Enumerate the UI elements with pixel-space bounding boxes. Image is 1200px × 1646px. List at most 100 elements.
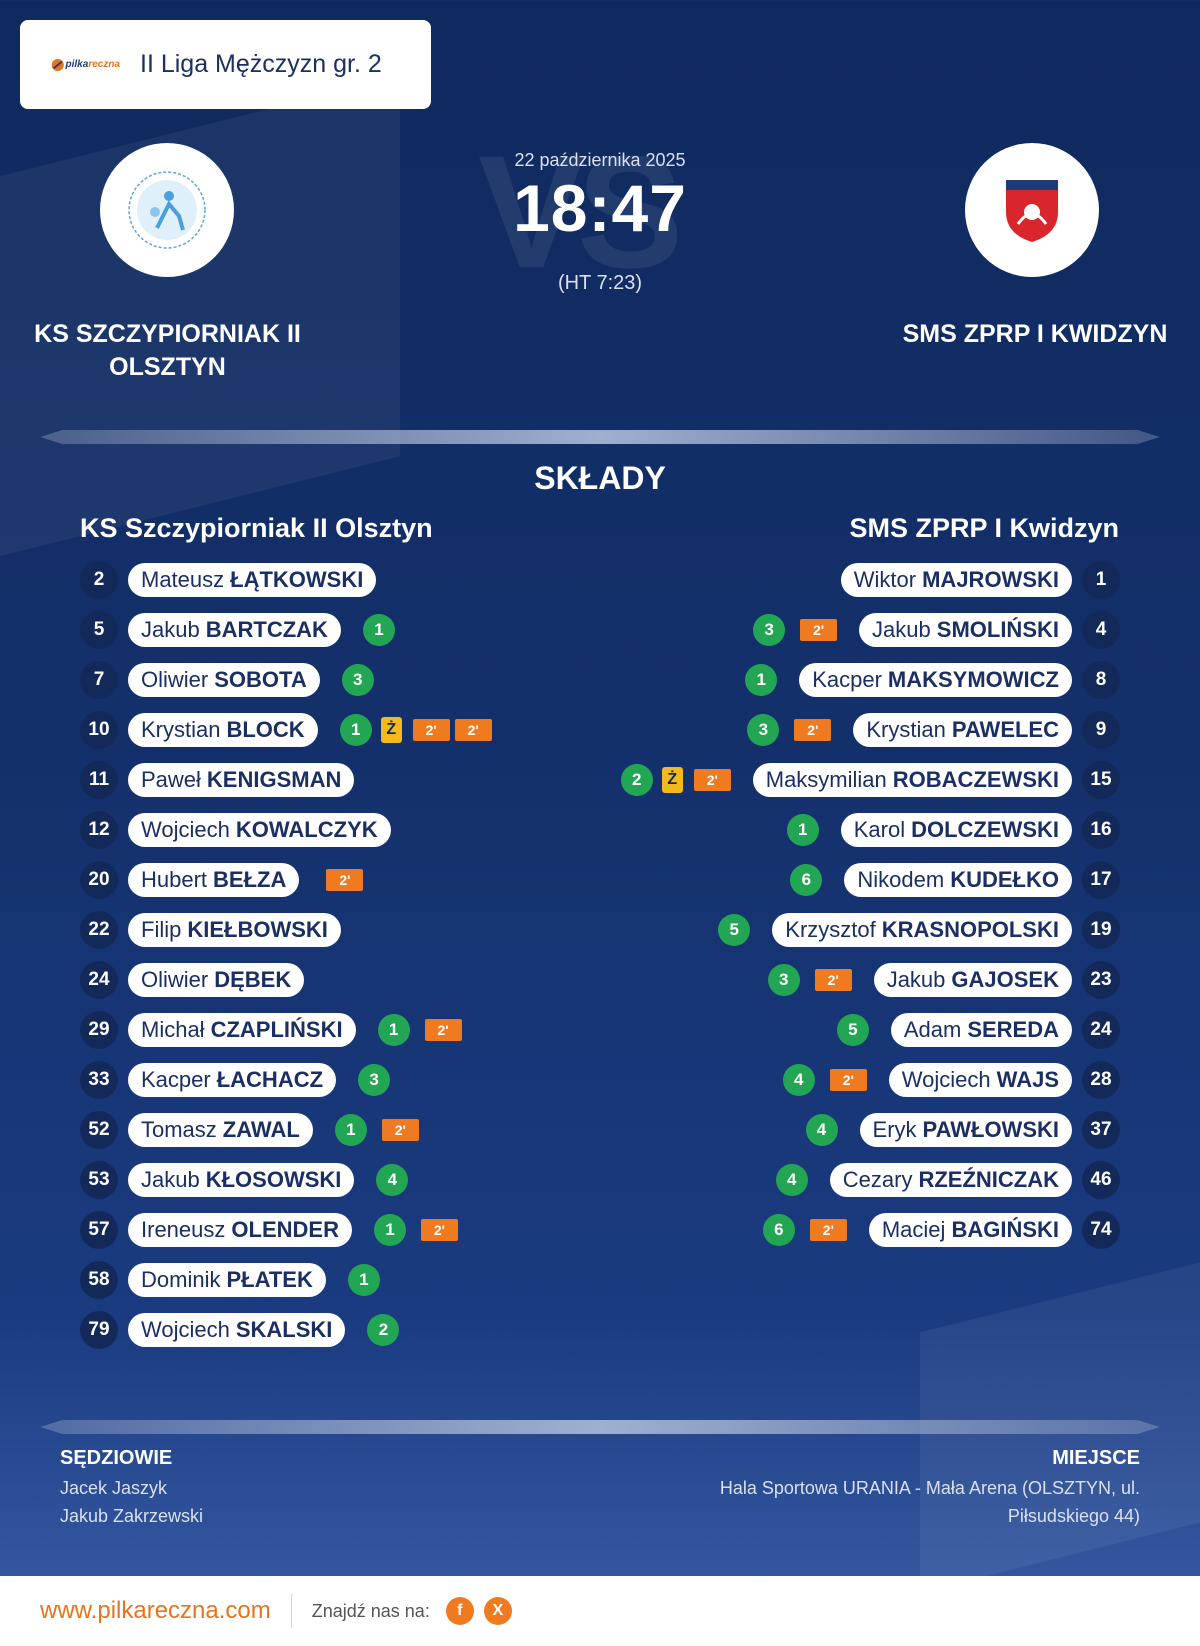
player-row: 24 Oliwier DĘBEK xyxy=(80,955,492,1005)
venue-text: Hala Sportowa URANIA - Mała Arena (OLSZT… xyxy=(719,1478,1140,1526)
x-icon[interactable]: X xyxy=(483,1597,512,1625)
suspension-badge: 2' xyxy=(412,719,450,741)
player-row: 20 Hubert BEŁZA 2' xyxy=(80,855,492,905)
player-name: Filip KIEŁBOWSKI xyxy=(128,913,341,947)
player-stats: 5 xyxy=(836,1014,869,1046)
first-name: Wojciech xyxy=(141,817,230,842)
first-name: Nikodem xyxy=(857,867,945,892)
player-name: Maciej BAGIŃSKI xyxy=(868,1213,1072,1247)
player-stats: 1 2' xyxy=(377,1014,462,1046)
first-name: Oliwier xyxy=(141,667,209,692)
goals-badge: 1 xyxy=(786,814,819,846)
home-squad-title: KS Szczypiorniak II Olsztyn xyxy=(80,513,433,543)
suspension-badge: 2' xyxy=(420,1219,458,1241)
shirt-number: 4 xyxy=(1082,611,1120,649)
player-name: Wojciech SKALSKI xyxy=(128,1313,346,1347)
player-stats: 1 xyxy=(786,814,819,846)
site-link[interactable]: www.pilkareczna.com xyxy=(40,1597,271,1624)
referees-heading: SĘDZIOWIE xyxy=(60,1447,173,1469)
goals-badge: 3 xyxy=(358,1064,391,1096)
shirt-number: 1 xyxy=(1082,561,1120,599)
shirt-number: 74 xyxy=(1082,1211,1120,1249)
player-row: 4 Cezary RZEŹNICZAK 46 xyxy=(621,1155,1120,1205)
shirt-number: 20 xyxy=(80,861,118,899)
player-row: 4 Eryk PAWŁOWSKI 37 xyxy=(621,1105,1120,1155)
player-row: 2 Mateusz ŁĄTKOWSKI xyxy=(80,555,492,605)
last-name: GAJOSEK xyxy=(951,967,1059,992)
player-row: 7 Oliwier SOBOTA 3 xyxy=(80,655,492,705)
yellow-card-badge: Ż xyxy=(380,717,402,743)
player-name: Nikodem KUDEŁKO xyxy=(844,863,1072,897)
match-date: 22 października 2025 xyxy=(514,150,686,170)
first-name: Cezary xyxy=(842,1167,913,1192)
first-name: Jakub xyxy=(141,617,200,642)
away-team-name: SMS ZPRP I KWIDZYN xyxy=(902,320,1168,348)
away-squad-title: SMS ZPRP I Kwidzyn xyxy=(849,513,1119,543)
player-name: Hubert BEŁZA xyxy=(128,863,300,897)
player-row: 53 Jakub KŁOSOWSKI 4 xyxy=(80,1155,492,1205)
player-row: 5 Adam SEREDA 24 xyxy=(621,1005,1120,1055)
first-name: Wojciech xyxy=(901,1067,991,1092)
first-name: Mateusz xyxy=(141,567,225,592)
shirt-number: 7 xyxy=(80,661,118,699)
suspension-badge: 2' xyxy=(381,1119,419,1141)
suspension-badge: 2' xyxy=(424,1019,462,1041)
goals-badge: 2 xyxy=(620,764,653,796)
goals-badge: 1 xyxy=(362,614,395,646)
player-stats: 6 2' xyxy=(762,1214,847,1246)
player-stats: 1 xyxy=(362,614,395,646)
last-name: ŁĄTKOWSKI xyxy=(230,567,364,592)
last-name: BARTCZAK xyxy=(205,617,328,642)
goals-badge: 1 xyxy=(745,664,778,696)
last-name: RZEŹNICZAK xyxy=(918,1167,1059,1192)
last-name: PŁATEK xyxy=(226,1267,313,1292)
suspension-badge: 2' xyxy=(800,619,838,641)
first-name: Hubert xyxy=(141,867,208,892)
shirt-number: 52 xyxy=(80,1111,118,1149)
goals-badge: 6 xyxy=(762,1214,795,1246)
player-name: Jakub KŁOSOWSKI xyxy=(128,1163,355,1197)
goals-badge: 4 xyxy=(775,1164,808,1196)
player-name: Krzysztof KRASNOPOLSKI xyxy=(772,913,1072,947)
shirt-number: 46 xyxy=(1082,1161,1120,1199)
shirt-number: 10 xyxy=(80,711,118,749)
last-name: MAJROWSKI xyxy=(922,567,1059,592)
player-stats: 2' xyxy=(321,869,364,891)
shirt-number: 12 xyxy=(80,811,118,849)
player-stats: 1 2' xyxy=(373,1214,458,1246)
player-stats: 4 xyxy=(775,1164,808,1196)
player-row: 58 Dominik PŁATEK 1 xyxy=(80,1255,492,1305)
player-stats: 2 xyxy=(367,1314,400,1346)
player-row: 57 Ireneusz OLENDER 1 2' xyxy=(80,1205,492,1255)
player-stats: 2 Ż 2' xyxy=(620,764,731,796)
first-name: Krystian xyxy=(866,717,946,742)
last-name: CZAPLIŃSKI xyxy=(210,1017,343,1042)
goals-badge: 1 xyxy=(347,1264,380,1296)
player-stats: 3 xyxy=(358,1064,391,1096)
player-stats: 5 xyxy=(718,914,751,946)
shirt-number: 2 xyxy=(80,561,118,599)
goals-badge: 3 xyxy=(747,714,780,746)
shirt-number: 28 xyxy=(1082,1061,1120,1099)
first-name: Jakub xyxy=(141,1167,200,1192)
last-name: SEREDA xyxy=(967,1017,1059,1042)
shirt-number: 29 xyxy=(80,1011,118,1049)
facebook-icon[interactable]: f xyxy=(445,1597,474,1625)
home-roster: 2 Mateusz ŁĄTKOWSKI 5 Jakub BARTCZAK 1 7 Oliwier… xyxy=(80,555,492,1355)
shirt-number: 19 xyxy=(1082,911,1120,949)
first-name: Kacper xyxy=(141,1067,211,1092)
last-name: KIEŁBOWSKI xyxy=(187,917,328,942)
shirt-number: 22 xyxy=(80,911,118,949)
shirt-number: 5 xyxy=(80,611,118,649)
footer-bar: www.pilkareczna.com Znajdź nas na: f X xyxy=(0,1576,1200,1646)
goals-badge: 3 xyxy=(767,964,800,996)
last-name: MAKSYMOWICZ xyxy=(887,667,1059,692)
last-name: WAJS xyxy=(996,1067,1059,1092)
last-name: DOLCZEWSKI xyxy=(911,817,1059,842)
player-name: Eryk PAWŁOWSKI xyxy=(859,1113,1072,1147)
first-name: Filip xyxy=(141,917,182,942)
last-name: ŁACHACZ xyxy=(216,1067,324,1092)
halftime-score: (HT 7:23) xyxy=(557,272,643,294)
vs-watermark: VS xyxy=(478,122,683,301)
player-stats: 1 xyxy=(745,664,778,696)
